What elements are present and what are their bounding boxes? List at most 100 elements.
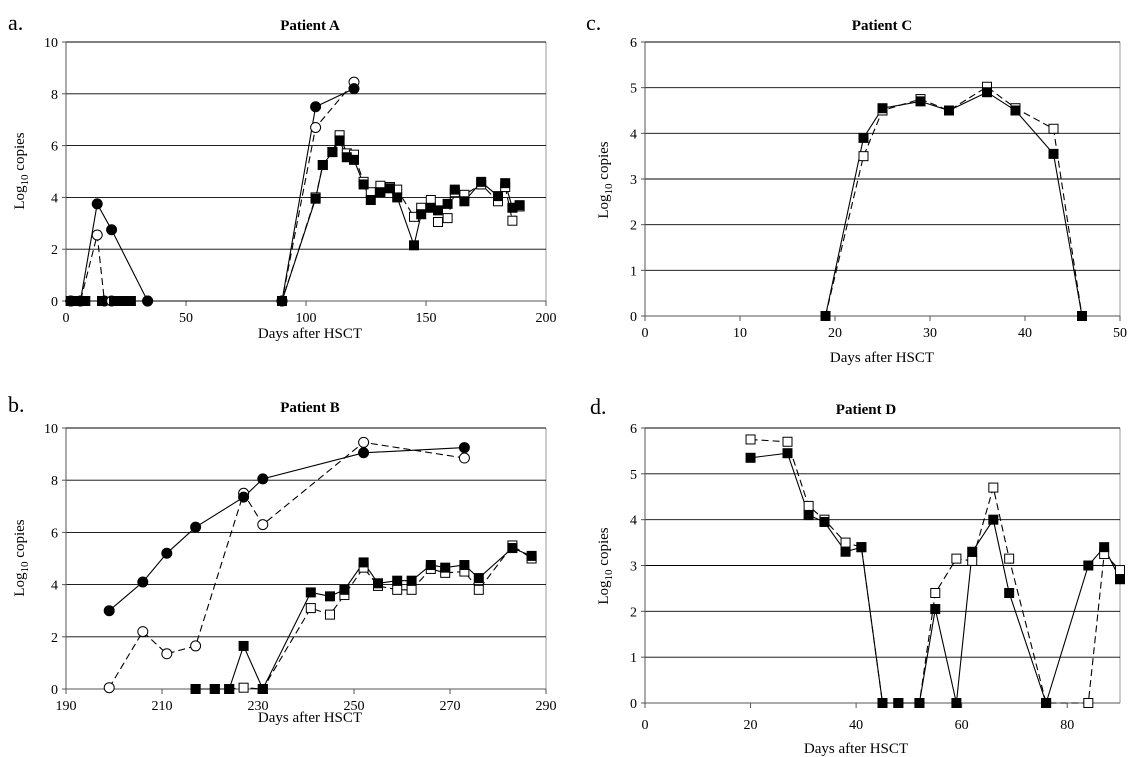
x-tick-label: 40 xyxy=(849,718,863,733)
data-point-square xyxy=(858,132,869,143)
x-tick-label: 20 xyxy=(744,718,758,733)
x-tick-label: 290 xyxy=(536,699,557,714)
y-tick-label: 6 xyxy=(630,36,637,51)
x-tick-label: 80 xyxy=(1060,718,1074,733)
x-tick-label: 210 xyxy=(152,699,173,714)
data-point-circle xyxy=(137,626,149,638)
series-line-0 xyxy=(750,452,1121,705)
data-point-square xyxy=(442,198,453,209)
panel-letter: c. xyxy=(586,10,601,35)
data-point-square xyxy=(305,587,316,598)
x-tick-label: 10 xyxy=(733,326,747,341)
data-point-square xyxy=(349,154,359,165)
data-point-square xyxy=(988,514,999,525)
data-point-square xyxy=(1041,698,1052,708)
data-point-square xyxy=(476,176,487,187)
x-tick-label: 60 xyxy=(955,718,969,733)
data-point-square xyxy=(1115,574,1125,585)
data-point-square xyxy=(425,560,436,571)
data-point-square xyxy=(951,553,962,564)
series-line-1 xyxy=(824,86,1083,317)
y-tick-label: 6 xyxy=(51,526,58,541)
data-point-circle xyxy=(137,576,149,588)
data-point-square xyxy=(80,296,91,306)
data-point-square xyxy=(473,584,484,595)
y-tick-label: 1 xyxy=(630,651,637,666)
data-point-square xyxy=(392,584,403,595)
data-point-square xyxy=(930,588,941,598)
data-point-circle xyxy=(257,519,269,531)
y-tick-label: 5 xyxy=(630,468,637,483)
data-point-square xyxy=(819,516,830,527)
data-point-square xyxy=(440,562,451,573)
y-tick-label: 2 xyxy=(630,219,637,234)
series-line-0 xyxy=(824,91,1083,317)
data-point-circle xyxy=(190,640,202,652)
x-tick-label: 20 xyxy=(828,326,842,341)
data-point-square xyxy=(433,217,443,228)
y-tick-label: 4 xyxy=(51,191,58,206)
data-point-circle xyxy=(348,83,360,95)
panel-patient-c: c. Patient C Days after HSCT 0 1 2 3 4 5 6 0 10 2… xyxy=(586,10,1127,366)
data-point-square xyxy=(409,240,419,251)
series-line-0 xyxy=(70,88,355,302)
y-tick-label: 10 xyxy=(44,422,58,437)
x-tick-label: 190 xyxy=(56,699,77,714)
data-point-square xyxy=(109,296,119,306)
series-line-1 xyxy=(70,81,355,302)
data-point-square xyxy=(914,698,925,708)
y-tick-label: 6 xyxy=(51,140,58,155)
data-point-square xyxy=(1099,542,1110,553)
data-point-square xyxy=(190,684,201,694)
data-point-square xyxy=(782,448,793,459)
data-point-square xyxy=(358,557,369,568)
data-point-square xyxy=(858,151,869,162)
data-point-square xyxy=(745,452,756,463)
data-point-square xyxy=(915,96,926,107)
data-point-circle xyxy=(103,682,115,694)
data-point-square xyxy=(238,640,249,651)
data-point-square xyxy=(1077,311,1087,321)
data-point-square xyxy=(500,178,511,189)
x-tick-label: 150 xyxy=(416,311,437,326)
y-tick-label: 8 xyxy=(51,474,58,489)
data-point-square xyxy=(893,698,904,708)
data-point-square xyxy=(877,698,888,708)
data-point-square xyxy=(514,200,525,211)
data-point-square xyxy=(375,187,386,198)
x-tick-label: 40 xyxy=(1018,326,1032,341)
x-axis-label: Days after HSCT xyxy=(258,710,362,726)
y-axis-label: Log10 copies xyxy=(12,132,31,209)
data-point-square xyxy=(406,575,417,586)
data-point-square xyxy=(493,191,503,202)
data-point-square xyxy=(325,591,335,602)
y-tick-label: 5 xyxy=(630,82,637,97)
y-tick-label: 0 xyxy=(630,697,637,712)
data-point-square xyxy=(526,550,537,561)
y-tick-label: 4 xyxy=(51,579,58,594)
data-point-square xyxy=(507,215,518,226)
data-point-square xyxy=(209,684,220,694)
data-point-square xyxy=(334,135,345,146)
data-point-square xyxy=(392,192,403,203)
series-line-1 xyxy=(750,438,1121,704)
data-point-square xyxy=(442,213,453,224)
y-tick-label: 3 xyxy=(630,173,637,188)
panel-letter: b. xyxy=(8,392,25,417)
data-point-square xyxy=(507,543,518,554)
data-point-square xyxy=(1115,565,1125,576)
data-point-square xyxy=(840,546,851,557)
y-tick-label: 4 xyxy=(630,514,637,529)
data-point-square xyxy=(358,179,369,190)
data-point-square xyxy=(820,311,831,321)
x-tick-label: 30 xyxy=(923,326,937,341)
data-point-square xyxy=(327,147,338,158)
data-point-square xyxy=(406,584,417,595)
data-point-square xyxy=(459,196,470,207)
y-tick-label: 2 xyxy=(630,605,637,620)
data-point-square xyxy=(97,296,107,306)
data-point-square xyxy=(782,436,793,447)
data-point-square xyxy=(125,296,136,306)
